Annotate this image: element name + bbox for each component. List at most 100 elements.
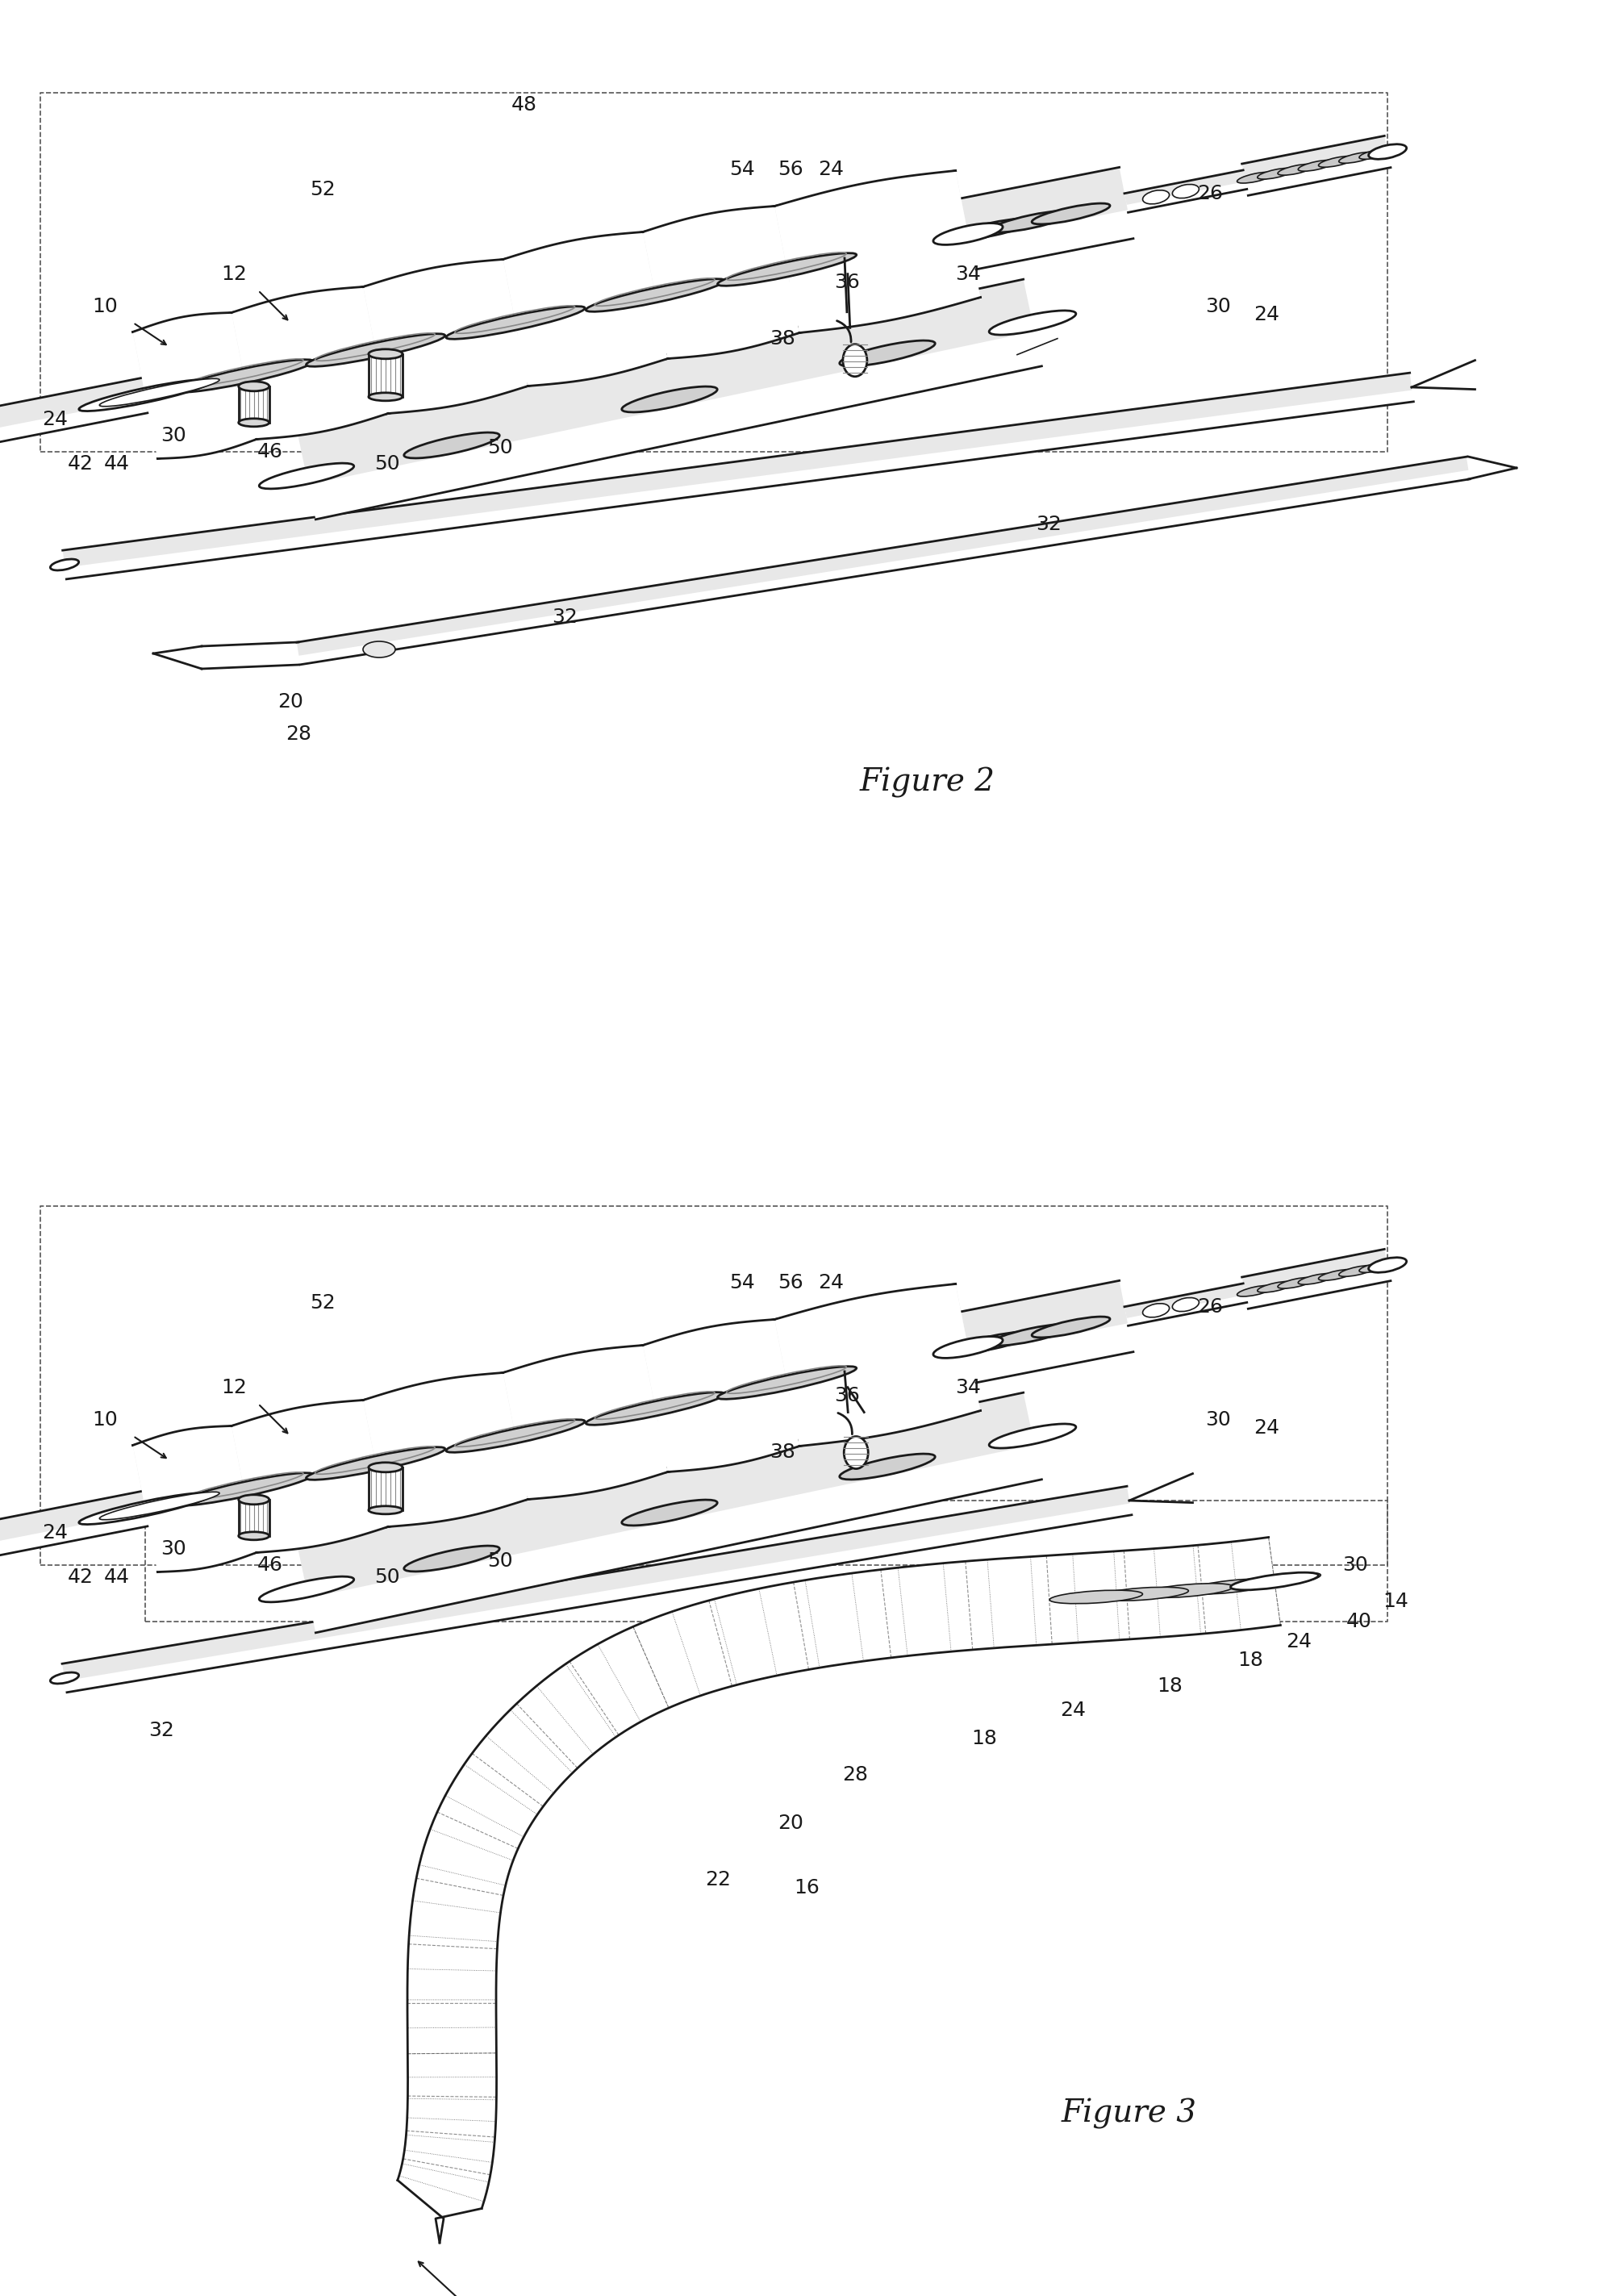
Polygon shape [368, 354, 403, 397]
Ellipse shape [239, 1531, 269, 1541]
Ellipse shape [50, 1671, 80, 1683]
Text: 18: 18 [1237, 1651, 1263, 1669]
Ellipse shape [446, 305, 584, 340]
Polygon shape [0, 379, 149, 457]
Text: 38: 38 [769, 328, 795, 349]
Text: 12: 12 [221, 1378, 247, 1398]
Text: 26: 26 [1198, 1297, 1222, 1316]
Text: 42: 42 [68, 1568, 94, 1587]
Ellipse shape [988, 1424, 1076, 1449]
Polygon shape [297, 280, 1042, 519]
Ellipse shape [1096, 1587, 1188, 1600]
Ellipse shape [1050, 1591, 1143, 1603]
Ellipse shape [109, 390, 161, 404]
Ellipse shape [239, 381, 269, 390]
Text: 20: 20 [278, 691, 304, 712]
Text: 48: 48 [511, 94, 537, 115]
Text: 56: 56 [777, 161, 803, 179]
Polygon shape [63, 372, 1414, 579]
Text: 46: 46 [258, 1554, 282, 1575]
Text: 24: 24 [1285, 1632, 1311, 1651]
Polygon shape [62, 1486, 1131, 1692]
Ellipse shape [1318, 1270, 1355, 1281]
Polygon shape [0, 1490, 149, 1570]
Ellipse shape [622, 1499, 717, 1525]
Ellipse shape [1141, 1584, 1233, 1598]
Ellipse shape [1298, 1274, 1334, 1283]
Text: 32: 32 [1035, 514, 1061, 535]
Polygon shape [1242, 1249, 1391, 1309]
Text: 26: 26 [1198, 184, 1222, 204]
Ellipse shape [368, 1506, 403, 1513]
Ellipse shape [404, 432, 500, 459]
Text: 24: 24 [1253, 305, 1279, 324]
Text: 38: 38 [769, 1442, 795, 1463]
Ellipse shape [949, 1332, 1035, 1355]
Text: 56: 56 [777, 1272, 803, 1293]
Ellipse shape [949, 218, 1035, 241]
Polygon shape [1125, 170, 1245, 204]
Text: 32: 32 [552, 608, 578, 627]
Ellipse shape [102, 388, 172, 406]
Ellipse shape [1172, 1297, 1199, 1311]
Text: 24: 24 [42, 1522, 68, 1543]
Polygon shape [297, 1394, 1034, 1598]
Ellipse shape [80, 379, 211, 411]
Text: 32: 32 [148, 1720, 174, 1740]
Ellipse shape [1143, 191, 1169, 204]
Ellipse shape [586, 1391, 725, 1426]
Polygon shape [133, 1426, 256, 1573]
Text: 30: 30 [1342, 1554, 1368, 1575]
Ellipse shape [404, 1545, 500, 1570]
Ellipse shape [364, 641, 396, 657]
Ellipse shape [586, 278, 725, 312]
Text: Figure 2: Figure 2 [860, 767, 995, 799]
Ellipse shape [839, 340, 935, 365]
Ellipse shape [307, 333, 445, 367]
Polygon shape [961, 1281, 1128, 1355]
Ellipse shape [990, 1325, 1073, 1345]
Polygon shape [643, 207, 800, 358]
Ellipse shape [1358, 149, 1396, 158]
Text: 42: 42 [68, 455, 94, 473]
Ellipse shape [1277, 1277, 1315, 1288]
Polygon shape [133, 170, 971, 409]
Ellipse shape [368, 393, 403, 402]
Ellipse shape [622, 386, 717, 413]
Polygon shape [368, 1467, 403, 1511]
Ellipse shape [1237, 172, 1274, 184]
Ellipse shape [368, 1463, 403, 1472]
Text: 18: 18 [971, 1729, 997, 1747]
Ellipse shape [175, 1472, 313, 1506]
Polygon shape [643, 1320, 800, 1472]
Polygon shape [232, 287, 388, 439]
Ellipse shape [1229, 1573, 1321, 1589]
Ellipse shape [50, 560, 80, 569]
Polygon shape [961, 168, 1128, 241]
Ellipse shape [1143, 1304, 1169, 1318]
Text: 54: 54 [729, 161, 755, 179]
Ellipse shape [1368, 1258, 1407, 1272]
Text: Figure 3: Figure 3 [1061, 2099, 1198, 2128]
Text: 44: 44 [104, 455, 130, 473]
Text: 46: 46 [258, 443, 282, 461]
Polygon shape [133, 1283, 971, 1522]
Text: 50: 50 [375, 455, 399, 473]
Ellipse shape [1339, 152, 1375, 163]
Text: 36: 36 [834, 273, 860, 292]
Ellipse shape [1230, 1573, 1318, 1589]
Ellipse shape [717, 1366, 857, 1398]
Polygon shape [62, 1486, 1130, 1681]
Text: 14: 14 [1383, 1591, 1409, 1612]
Polygon shape [133, 1283, 980, 1573]
Ellipse shape [844, 1437, 868, 1469]
Polygon shape [774, 1283, 980, 1446]
Polygon shape [133, 170, 980, 459]
Polygon shape [297, 457, 1469, 657]
Ellipse shape [368, 349, 403, 358]
Ellipse shape [175, 360, 313, 393]
Polygon shape [297, 280, 1034, 484]
Polygon shape [1125, 1283, 1246, 1325]
Ellipse shape [988, 310, 1076, 335]
Text: 24: 24 [1060, 1701, 1086, 1720]
